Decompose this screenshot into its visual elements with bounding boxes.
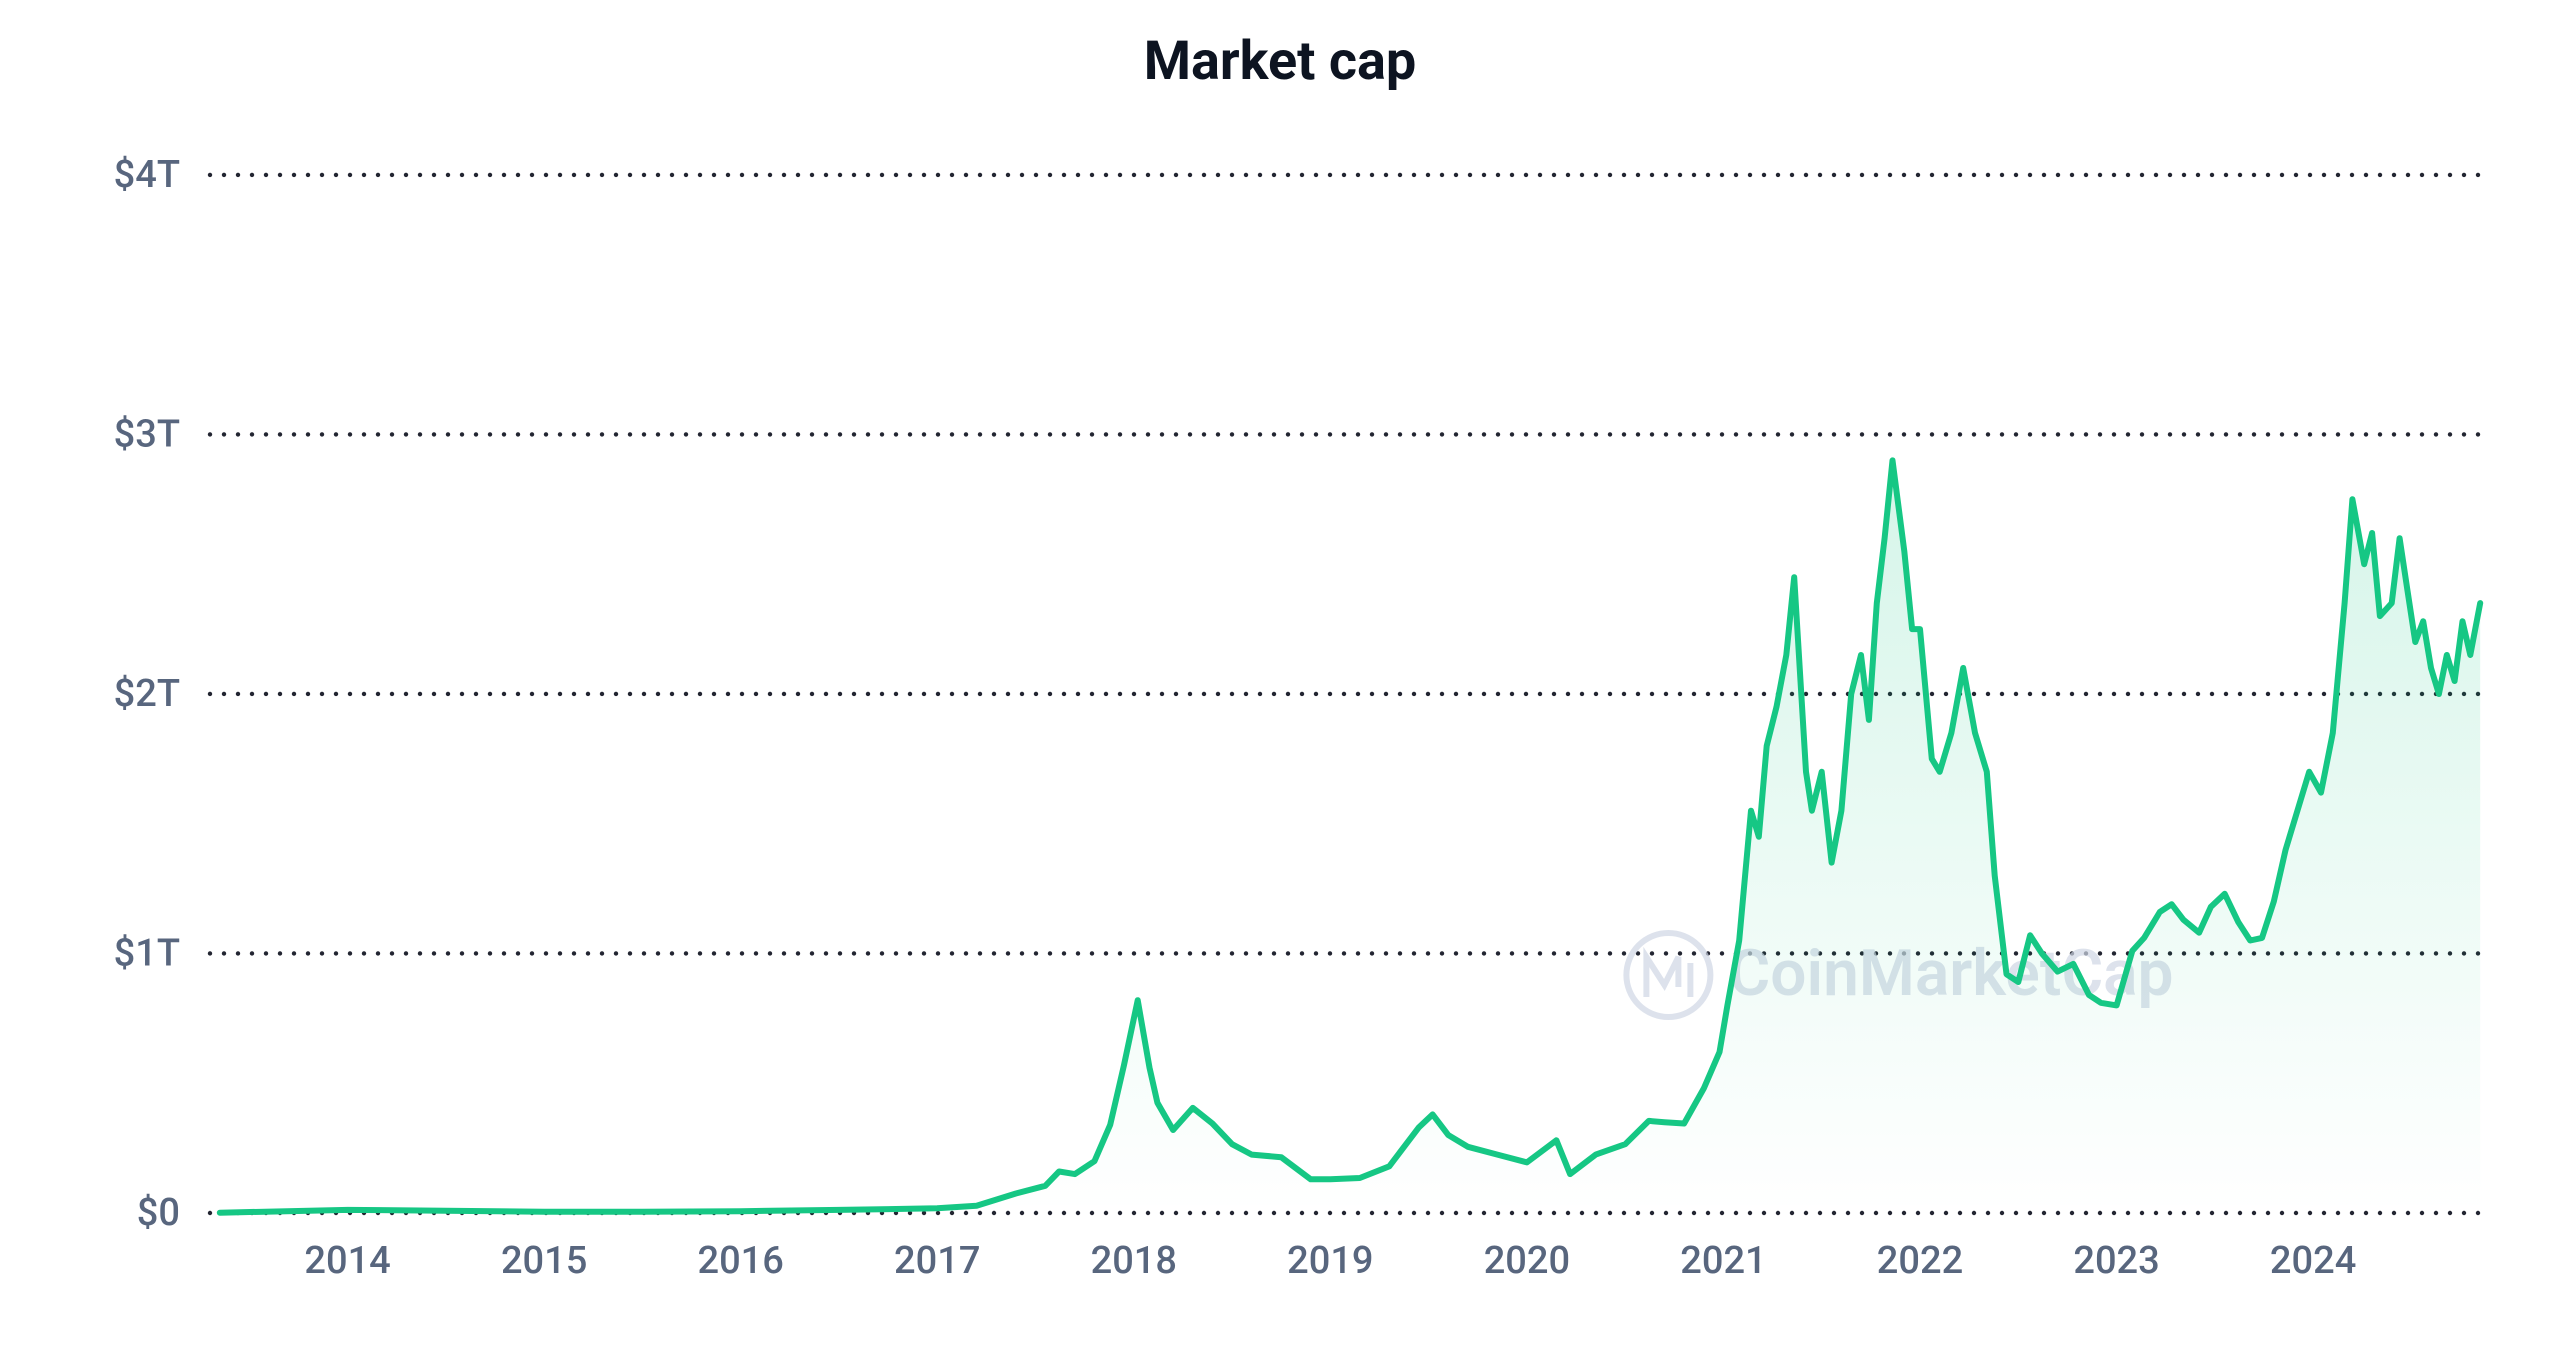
svg-text:2016: 2016 bbox=[697, 1239, 783, 1283]
chart-svg: CoinMarketCap $0$1T$2T$3T$4T 20142015201… bbox=[40, 113, 2520, 1293]
svg-text:$0: $0 bbox=[137, 1191, 180, 1235]
market-cap-chart: Market cap CoinMarketCap $0$1T$2T$3T$4T … bbox=[0, 0, 2560, 1365]
svg-text:2014: 2014 bbox=[304, 1239, 390, 1283]
svg-text:2017: 2017 bbox=[894, 1239, 980, 1283]
x-axis-labels: 2014 2015 2016 2017 2018 2019 2020 2021 2022 2023… bbox=[304, 1239, 2356, 1283]
svg-text:2019: 2019 bbox=[1287, 1239, 1373, 1283]
svg-text:$2T: $2T bbox=[114, 672, 180, 716]
y-axis-labels: $0 $1T $2T $3T $4T bbox=[114, 153, 180, 1235]
svg-text:$1T: $1T bbox=[114, 931, 180, 975]
svg-text:$3T: $3T bbox=[114, 412, 180, 456]
svg-text:2018: 2018 bbox=[1091, 1239, 1177, 1283]
plot-area: CoinMarketCap $0$1T$2T$3T$4T 20142015201… bbox=[40, 113, 2520, 1293]
svg-text:2022: 2022 bbox=[1877, 1239, 1963, 1283]
svg-text:2023: 2023 bbox=[2073, 1239, 2159, 1283]
svg-text:2020: 2020 bbox=[1484, 1239, 1570, 1283]
svg-text:2015: 2015 bbox=[501, 1239, 587, 1283]
chart-title: Market cap bbox=[40, 30, 2520, 93]
svg-text:$4T: $4T bbox=[114, 153, 180, 197]
area-layer bbox=[220, 460, 2480, 1213]
svg-text:2024: 2024 bbox=[2270, 1239, 2356, 1283]
svg-text:2021: 2021 bbox=[1680, 1239, 1766, 1283]
